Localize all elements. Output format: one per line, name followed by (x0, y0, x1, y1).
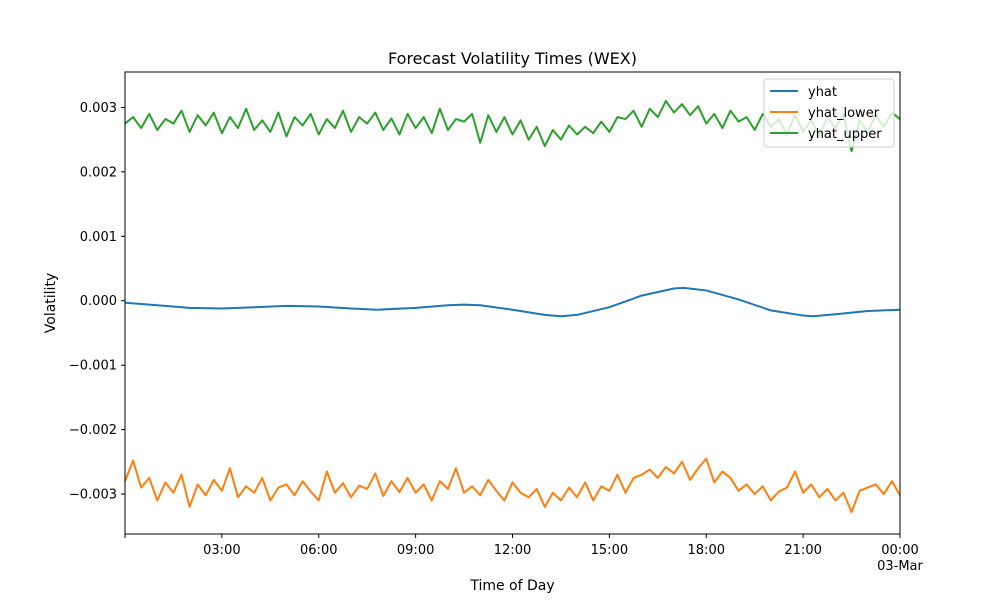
y-tick-label: 0.003 (80, 101, 117, 116)
y-axis: 0.003 0.002 0.001 0.000 −0.001 −0.002 −0.003 (69, 101, 125, 503)
y-axis-label: Volatility (43, 273, 59, 333)
legend-label-yhat-lower: yhat_lower (808, 106, 880, 121)
chart-title: Forecast Volatility Times (WEX) (388, 49, 637, 68)
x-tick-label: 15:00 (591, 543, 628, 558)
legend-label-yhat-upper: yhat_upper (808, 127, 882, 142)
legend-box (763, 78, 895, 148)
x-tick-label: 12:00 (494, 543, 531, 558)
x-tick-label: 00:00 (881, 543, 918, 558)
x-tick-label: 06:00 (300, 543, 337, 558)
y-tick-label: 0.001 (80, 230, 117, 245)
x-tick-label: 18:00 (688, 543, 725, 558)
legend: yhat yhat_lower yhat_upper (763, 78, 895, 148)
y-tick-label: 0.000 (80, 294, 117, 309)
x-axis-label: Time of Day (469, 578, 554, 594)
y-tick-label: −0.001 (69, 359, 117, 374)
x-tick-label: 09:00 (397, 543, 434, 558)
x-tick-label: 03:00 (203, 543, 240, 558)
x-axis: 03:00 06:00 09:00 12:00 15:00 18:00 21:00 00:00… (124, 534, 924, 574)
x-date-label: 03-Mar (877, 559, 923, 574)
series-line-yhat-lower (124, 457, 901, 514)
y-tick-label: −0.003 (69, 488, 117, 503)
x-tick-label: 21:00 (784, 543, 821, 558)
legend-label-yhat: yhat (808, 85, 837, 100)
series-line-yhat (124, 286, 901, 318)
y-tick-label: 0.002 (80, 165, 117, 180)
y-tick-label: −0.002 (69, 423, 117, 438)
